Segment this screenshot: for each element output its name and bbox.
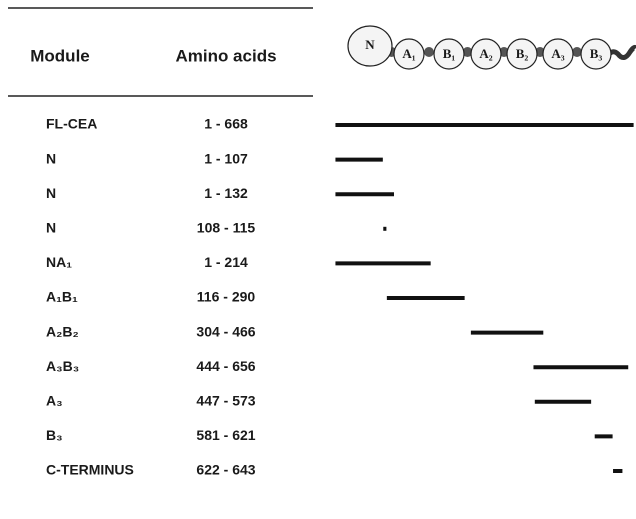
linker [462, 47, 473, 57]
module-name: N [46, 220, 56, 236]
amino-acid-range: 444 - 656 [196, 358, 255, 374]
module-name: A₂B₂ [46, 323, 79, 339]
amino-acid-range: 1 - 668 [204, 116, 248, 132]
domain-label: A₃ [551, 46, 564, 61]
tail [603, 45, 636, 60]
amino-acid-range: 116 - 290 [197, 289, 256, 305]
amino-acid-range: 1 - 107 [204, 150, 248, 166]
module-header: Module [30, 46, 90, 65]
module-name: A₃ [46, 393, 63, 409]
domain-label: N [365, 37, 375, 52]
module-name: A₁B₁ [46, 289, 78, 305]
module-name: B₃ [46, 427, 63, 443]
domain [347, 25, 393, 67]
amino-acids-header: Amino acids [175, 46, 276, 65]
domain [393, 38, 425, 70]
domain-label: B₁ [443, 46, 456, 61]
domain [470, 38, 502, 70]
linker [572, 47, 582, 57]
module-name: C-TERMINUS [46, 462, 134, 478]
domain [580, 38, 612, 70]
amino-acid-range: 622 - 643 [196, 462, 255, 478]
amino-acid-range: 581 - 621 [196, 427, 255, 443]
domain-label: B₂ [516, 46, 529, 61]
amino-acid-range: 304 - 466 [196, 323, 255, 339]
amino-acid-range: 108 - 115 [197, 220, 256, 236]
domain-label: A₁ [402, 46, 415, 61]
module-name: N [46, 185, 56, 201]
module-name: N [46, 150, 56, 166]
amino-acid-range: 447 - 573 [196, 393, 255, 409]
domain-diagram: N A₁ B₁ A₂ B₂ A₃ B₃ [347, 25, 636, 70]
domain [506, 38, 538, 70]
amino-acid-range: 1 - 214 [204, 254, 248, 270]
module-name: FL-CEA [46, 116, 97, 132]
domain [542, 38, 574, 70]
module-name: A₃B₃ [46, 358, 79, 374]
amino-acid-range: 1 - 132 [204, 185, 248, 201]
domain-label: A₂ [479, 46, 492, 61]
rows: FL-CEA 1 - 668 N 1 - 107 N 1 - 132 N 108 - 115 N… [46, 116, 634, 478]
domain-label: B₃ [590, 46, 603, 61]
linker [424, 47, 434, 57]
domain [433, 38, 465, 70]
module-name: NA₁ [46, 254, 72, 270]
